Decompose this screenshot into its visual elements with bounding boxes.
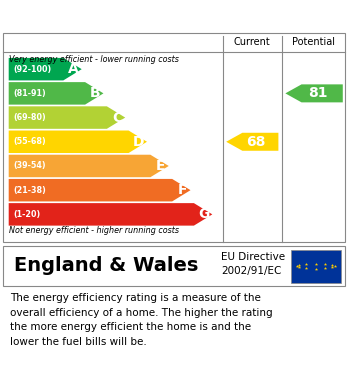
Text: G: G <box>198 207 210 221</box>
Text: England & Wales: England & Wales <box>14 256 198 275</box>
Polygon shape <box>9 131 147 153</box>
Text: Current: Current <box>234 38 271 47</box>
Text: (81-91): (81-91) <box>13 89 46 98</box>
Text: (21-38): (21-38) <box>13 186 46 195</box>
Text: EU Directive
2002/91/EC: EU Directive 2002/91/EC <box>221 253 285 276</box>
Text: C: C <box>112 111 122 125</box>
Text: (55-68): (55-68) <box>13 137 46 146</box>
Text: (92-100): (92-100) <box>13 65 51 74</box>
Text: 81: 81 <box>308 86 327 100</box>
Polygon shape <box>9 58 82 81</box>
Text: D: D <box>133 135 144 149</box>
Polygon shape <box>9 179 190 201</box>
Text: Potential: Potential <box>292 38 335 47</box>
Text: A: A <box>68 62 79 76</box>
Text: B: B <box>90 86 101 100</box>
Text: Not energy efficient - higher running costs: Not energy efficient - higher running co… <box>9 226 179 235</box>
Text: (69-80): (69-80) <box>13 113 46 122</box>
Text: 68: 68 <box>246 135 266 149</box>
Polygon shape <box>285 84 343 102</box>
Text: (39-54): (39-54) <box>13 161 46 170</box>
Text: F: F <box>177 183 187 197</box>
Text: Energy Efficiency Rating: Energy Efficiency Rating <box>10 8 221 23</box>
Text: Very energy efficient - lower running costs: Very energy efficient - lower running co… <box>9 55 179 64</box>
Text: The energy efficiency rating is a measure of the
overall efficiency of a home. T: The energy efficiency rating is a measur… <box>10 293 273 346</box>
Polygon shape <box>9 155 169 177</box>
Polygon shape <box>226 133 278 151</box>
Text: E: E <box>156 159 165 173</box>
Bar <box>291 249 341 283</box>
Text: (1-20): (1-20) <box>13 210 40 219</box>
Polygon shape <box>9 82 103 105</box>
Polygon shape <box>9 106 125 129</box>
Polygon shape <box>9 203 212 226</box>
